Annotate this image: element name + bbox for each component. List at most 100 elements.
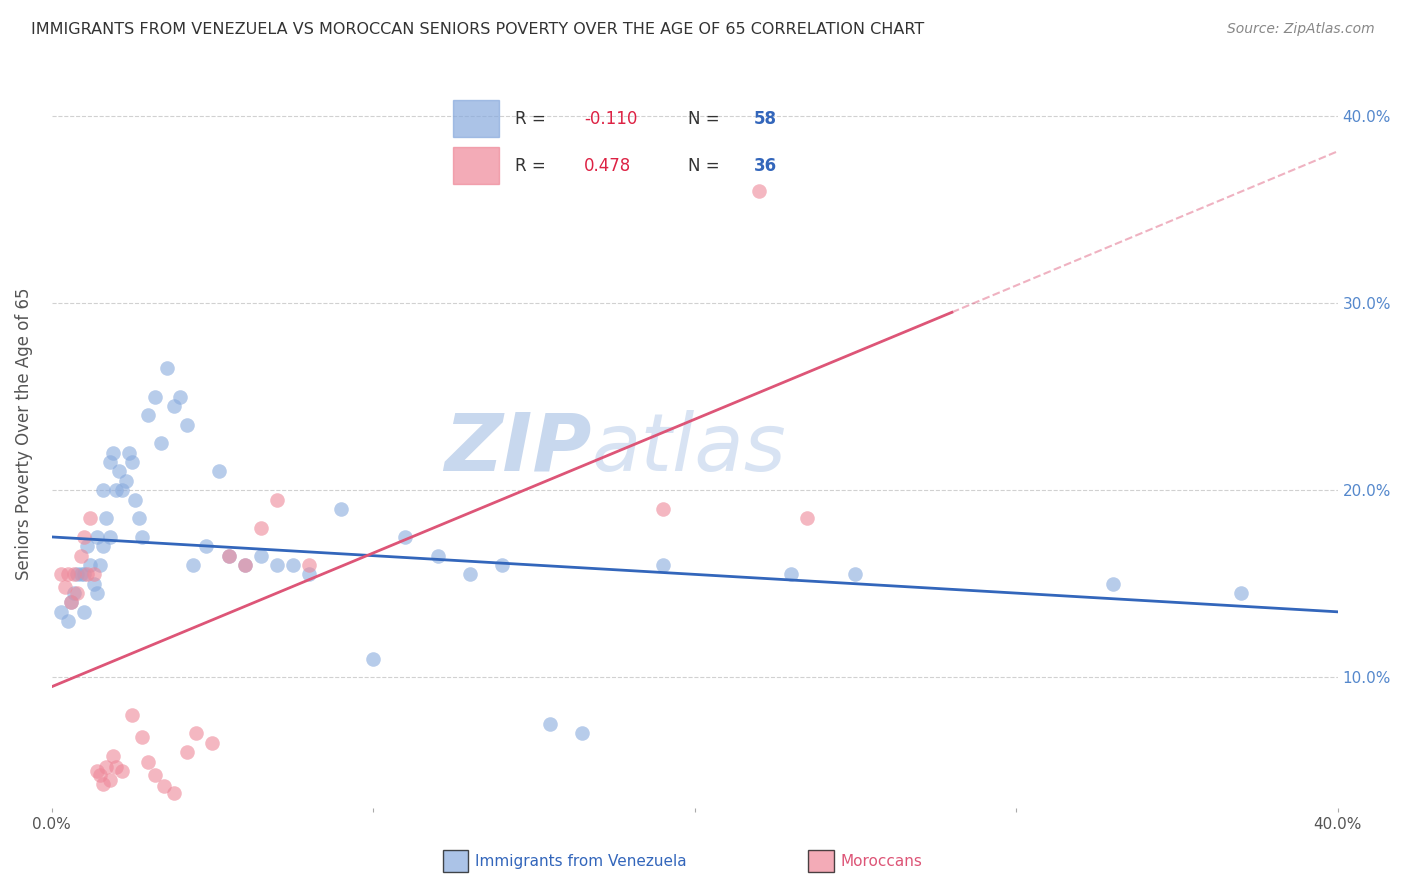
Point [98, 530, 121, 544]
Point [124, 492, 146, 507]
Point [73, 567, 96, 582]
Point [571, 726, 593, 740]
Point [233, 558, 256, 572]
Point [63, 586, 86, 600]
Point [69, 567, 91, 582]
Text: Moroccans: Moroccans [841, 855, 922, 869]
Point [60, 595, 83, 609]
Point [76, 567, 98, 582]
Y-axis label: Seniors Poverty Over the Age of 65: Seniors Poverty Over the Age of 65 [15, 288, 32, 580]
Point [111, 483, 134, 497]
Point [73, 605, 96, 619]
Point [131, 530, 153, 544]
Point [128, 511, 150, 525]
Point [195, 539, 218, 553]
Point [96, 511, 118, 525]
Text: atlas: atlas [592, 410, 786, 488]
Point [1101, 576, 1123, 591]
Text: Source: ZipAtlas.com: Source: ZipAtlas.com [1227, 22, 1375, 37]
Point [153, 779, 176, 793]
Point [118, 446, 141, 460]
Point [150, 436, 173, 450]
Point [780, 567, 803, 582]
Point [266, 492, 288, 507]
Point [281, 558, 304, 572]
Point [91, 539, 114, 553]
Point [63, 567, 86, 582]
Point [181, 558, 204, 572]
Point [86, 764, 108, 778]
Point [69, 549, 91, 563]
Point [651, 558, 673, 572]
Point [114, 474, 136, 488]
Point [218, 549, 240, 563]
Point [83, 576, 105, 591]
Point [143, 767, 166, 781]
Point [298, 567, 321, 582]
Point [458, 567, 481, 582]
Point [156, 361, 179, 376]
Point [298, 558, 321, 572]
Point [86, 530, 108, 544]
Point [86, 586, 108, 600]
Point [66, 586, 89, 600]
Point [98, 455, 121, 469]
Point [121, 455, 143, 469]
Point [101, 748, 124, 763]
Point [51, 567, 73, 582]
Point [108, 465, 131, 479]
Point [491, 558, 513, 572]
Point [176, 417, 198, 432]
Point [105, 483, 128, 497]
Point [51, 605, 73, 619]
Point [218, 549, 240, 563]
Point [266, 558, 288, 572]
Point [163, 786, 186, 800]
Point [83, 567, 105, 582]
Text: IMMIGRANTS FROM VENEZUELA VS MOROCCAN SENIORS POVERTY OVER THE AGE OF 65 CORRELA: IMMIGRANTS FROM VENEZUELA VS MOROCCAN SE… [31, 22, 924, 37]
Point [89, 767, 111, 781]
Point [79, 511, 101, 525]
Point [169, 390, 191, 404]
Point [208, 465, 231, 479]
Point [844, 567, 866, 582]
Point [651, 501, 673, 516]
Point [361, 651, 384, 665]
Point [131, 731, 153, 745]
Point [111, 764, 134, 778]
Point [143, 390, 166, 404]
Point [233, 558, 256, 572]
Point [56, 567, 79, 582]
Point [91, 777, 114, 791]
Text: ZIP: ZIP [444, 410, 592, 488]
Point [89, 558, 111, 572]
Point [249, 549, 271, 563]
Point [426, 549, 449, 563]
Point [796, 511, 818, 525]
Point [330, 501, 353, 516]
Point [60, 595, 83, 609]
Point [76, 539, 98, 553]
Point [56, 614, 79, 628]
Point [748, 184, 770, 198]
Point [163, 399, 186, 413]
Point [201, 736, 224, 750]
Point [53, 581, 76, 595]
Point [121, 707, 143, 722]
Text: Immigrants from Venezuela: Immigrants from Venezuela [475, 855, 688, 869]
Point [176, 745, 198, 759]
Point [249, 520, 271, 534]
Point [79, 558, 101, 572]
Point [186, 726, 208, 740]
Point [73, 530, 96, 544]
Point [98, 773, 121, 788]
Point [101, 446, 124, 460]
Point [91, 483, 114, 497]
Point [136, 755, 159, 769]
Point [66, 567, 89, 582]
Point [538, 717, 561, 731]
Point [1230, 586, 1253, 600]
Point [96, 760, 118, 774]
Point [105, 760, 128, 774]
Point [394, 530, 416, 544]
